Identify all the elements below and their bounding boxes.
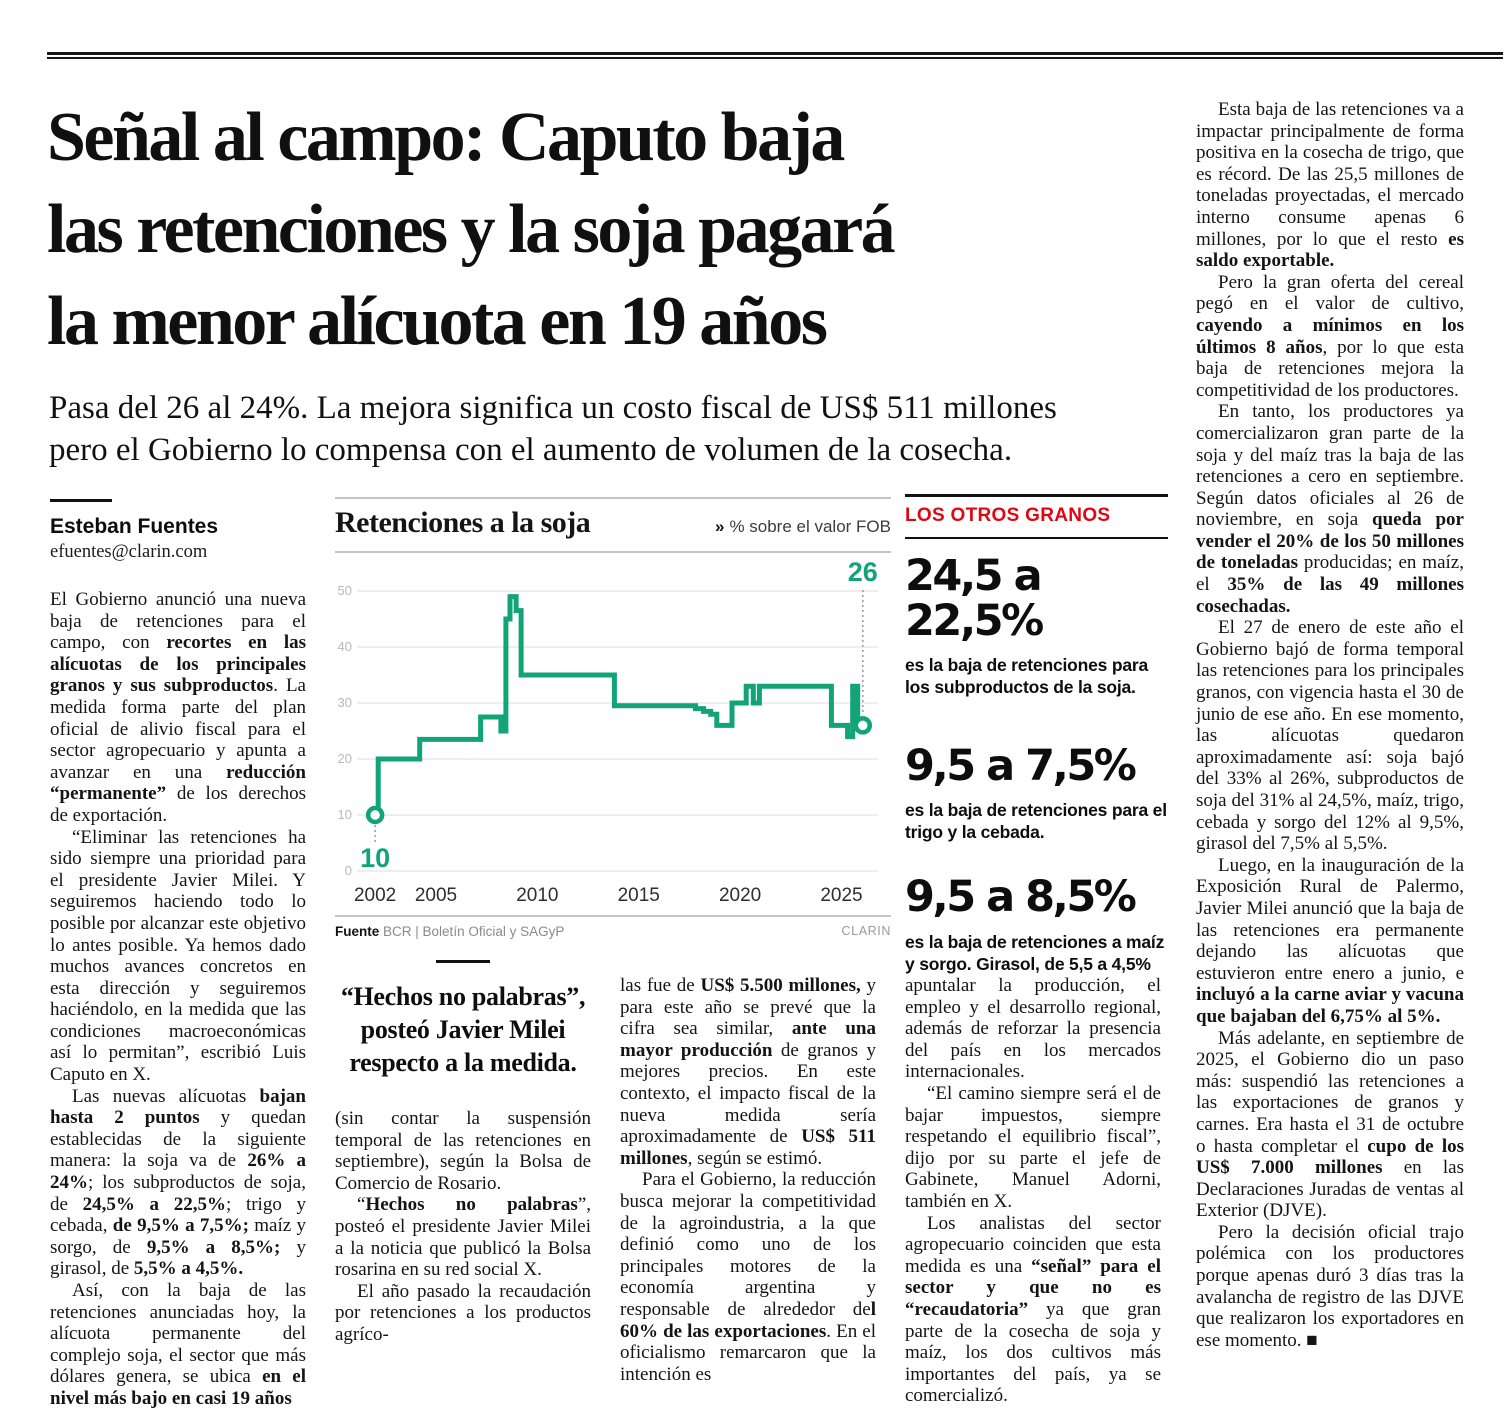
byline-rule bbox=[50, 499, 112, 502]
top-double-rule bbox=[47, 52, 1503, 59]
chart-source-row: Fuente BCR | Boletín Oficial y SAGyP CLA… bbox=[335, 915, 891, 939]
paragraph: Más adelante, en septiembre de 2025, el … bbox=[1196, 1027, 1465, 1222]
panel-item: 9,5 a 7,5% es la baja de retenciones par… bbox=[905, 744, 1168, 843]
subheadline: Pasa del 26 al 24%. La mejora significa … bbox=[49, 390, 1057, 468]
step-line-chart: 0 10 20 30 40 50 2002 2005 2010 2015 2020 2025 10 26 bbox=[338, 557, 878, 906]
byline-email: efuentes@clarin.com bbox=[50, 542, 208, 562]
chart-header: Retenciones a la soja »% sobre el valor … bbox=[335, 497, 891, 553]
paragraph: El 27 de enero de este año el Gobierno b… bbox=[1196, 617, 1464, 855]
body-column-1: El Gobierno anunció una nueva baja de re… bbox=[50, 589, 306, 1410]
body-column-4: apuntalar la producción, el empleo y el … bbox=[905, 975, 1161, 1407]
chart-retenciones-soja: Retenciones a la soja »% sobre el valor … bbox=[335, 497, 891, 939]
body-column-2: “Hechos no palabras”, posteó Javier Mile… bbox=[335, 960, 591, 1346]
body-column-5: Esta baja de las retenciones va a impact… bbox=[1196, 99, 1464, 1351]
panel-kicker: LOS OTROS GRANOS bbox=[905, 505, 1111, 526]
panel-top-rule bbox=[905, 494, 1168, 497]
svg-text:2002: 2002 bbox=[354, 885, 396, 906]
pull-quote-rule bbox=[436, 960, 490, 963]
panel-figure: 24,5 a 22,5% bbox=[905, 551, 1044, 647]
paragraph: Pero la gran oferta del cereal pegó en e… bbox=[1196, 271, 1464, 401]
paragraph: Luego, en la inauguración de la Exposici… bbox=[1196, 854, 1464, 1027]
svg-text:2020: 2020 bbox=[719, 885, 761, 906]
panel-caption: es la baja de retenciones a maíz y sorgo… bbox=[905, 931, 1165, 974]
paragraph: Los analistas del sector agropecuario co… bbox=[905, 1212, 1161, 1407]
svg-text:2025: 2025 bbox=[820, 885, 862, 906]
paragraph: “El camino siempre será el de bajar impu… bbox=[905, 1082, 1161, 1212]
panel-item: 9,5 a 8,5% es la baja de retenciones a m… bbox=[905, 875, 1168, 974]
paragraph: Para el Gobierno, la reducción busca mej… bbox=[620, 1169, 876, 1385]
paragraph: Así, con la baja de las retenciones anun… bbox=[50, 1280, 307, 1409]
svg-text:20: 20 bbox=[338, 751, 352, 766]
paragraph: En tanto, los productores ya comercializ… bbox=[1196, 401, 1464, 617]
pull-quote: “Hechos no palabras”, posteó Javier Mile… bbox=[340, 982, 586, 1077]
paragraph: “Eliminar las retenciones ha sido siempr… bbox=[50, 826, 306, 1086]
paragraph: apuntalar la producción, el empleo y el … bbox=[905, 975, 1161, 1083]
svg-text:10: 10 bbox=[360, 843, 390, 873]
paragraph: (sin contar la suspensión temporal de la… bbox=[335, 1108, 591, 1194]
headline: Señal al campo: Caputo baja las retencio… bbox=[47, 99, 896, 360]
other-grains-panel: LOS OTROS GRANOS 24,5 a 22,5% es la baja… bbox=[905, 494, 1168, 975]
chart-credit: CLARIN bbox=[841, 924, 891, 938]
body-column-3: las fue de US$ 5.500 millones, y para es… bbox=[620, 975, 876, 1385]
svg-text:26: 26 bbox=[848, 557, 878, 587]
chart-title: Retenciones a la soja bbox=[335, 506, 591, 539]
svg-text:40: 40 bbox=[338, 639, 352, 654]
panel-kicker-rule bbox=[905, 537, 1168, 539]
chart-unit-label: »% sobre el valor FOB bbox=[714, 517, 891, 536]
svg-text:10: 10 bbox=[338, 807, 352, 822]
paragraph: Pero la decisión oficial trajo polémica … bbox=[1196, 1221, 1464, 1351]
svg-text:50: 50 bbox=[338, 583, 352, 598]
svg-text:2005: 2005 bbox=[415, 885, 457, 906]
svg-text:30: 30 bbox=[338, 695, 352, 710]
paragraph: Las nuevas alícuotas bajan hasta 2 punto… bbox=[50, 1085, 307, 1280]
panel-figure: 9,5 a 8,5% bbox=[905, 872, 1137, 923]
chart-source: Fuente BCR | Boletín Oficial y SAGyP bbox=[335, 924, 565, 939]
byline-block: Esteban Fuentes efuentes@clarin.com bbox=[50, 499, 306, 563]
paragraph: El Gobierno anunció una nueva baja de re… bbox=[50, 589, 307, 826]
paragraph: “Hechos no palabras”, posteó el presiden… bbox=[335, 1194, 591, 1281]
paragraph: El año pasado la recaudación por retenci… bbox=[335, 1280, 591, 1345]
byline-author: Esteban Fuentes bbox=[50, 515, 219, 538]
paragraph: Esta baja de las retenciones va a impact… bbox=[1196, 99, 1464, 272]
chevrons-icon: » bbox=[714, 517, 725, 536]
panel-figure: 9,5 a 7,5% bbox=[905, 741, 1137, 792]
panel-caption: es la baja de retenciones para el trigo … bbox=[905, 800, 1167, 843]
svg-text:0: 0 bbox=[345, 863, 352, 878]
svg-text:2015: 2015 bbox=[618, 885, 660, 906]
panel-item: 24,5 a 22,5% es la baja de retenciones p… bbox=[905, 551, 1168, 698]
paragraph: las fue de US$ 5.500 millones, y para es… bbox=[620, 975, 876, 1169]
panel-caption: es la baja de retenciones para los subpr… bbox=[905, 655, 1149, 698]
svg-text:2010: 2010 bbox=[516, 885, 558, 906]
